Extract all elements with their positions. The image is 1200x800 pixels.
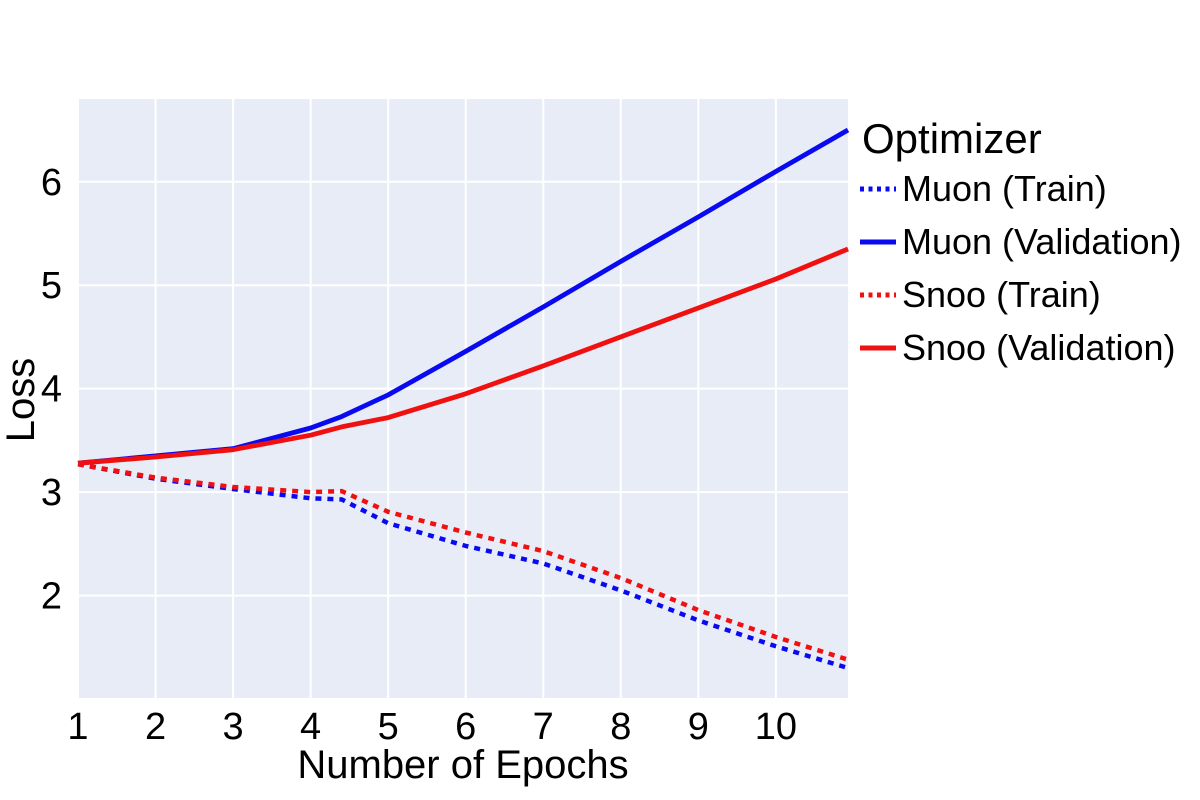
x-tick-5: 5: [378, 706, 399, 748]
legend: Optimizer Muon (Train) Muon (Validation) S…: [860, 115, 1181, 368]
legend-title: Optimizer: [862, 115, 1042, 162]
x-tick-10: 10: [755, 706, 797, 748]
gridlines: [77, 99, 848, 698]
y-tick-5: 5: [41, 265, 62, 307]
legend-label-0: Muon (Train): [902, 168, 1107, 209]
x-tick-6: 6: [455, 706, 476, 748]
x-tick-3: 3: [223, 706, 244, 748]
legend-label-3: Snoo (Validation): [902, 327, 1176, 368]
y-tick-3: 3: [41, 472, 62, 514]
x-tick-2: 2: [145, 706, 166, 748]
x-axis-label: Number of Epochs: [297, 743, 628, 787]
series-lines: [77, 127, 850, 671]
x-tick-1: 1: [67, 706, 88, 748]
x-tick-8: 8: [610, 706, 631, 748]
y-tick-labels: 2 3 4 5 6: [41, 162, 62, 618]
x-tick-4: 4: [300, 706, 321, 748]
x-tick-9: 9: [688, 706, 709, 748]
legend-label-1: Muon (Validation): [902, 221, 1181, 262]
y-tick-6: 6: [41, 162, 62, 204]
y-tick-2: 2: [41, 576, 62, 618]
series-line-snoo-validation: [77, 246, 849, 466]
legend-entries: Muon (Train) Muon (Validation) Snoo (Train…: [860, 168, 1181, 368]
y-tick-4: 4: [41, 369, 62, 411]
y-axis-label: Loss: [0, 358, 43, 443]
legend-label-2: Snoo (Train): [902, 274, 1101, 315]
x-tick-labels: 1 2 3 4 5 6 7 8 9 10: [67, 706, 797, 748]
plot-area: [78, 99, 848, 698]
x-tick-7: 7: [533, 706, 554, 748]
